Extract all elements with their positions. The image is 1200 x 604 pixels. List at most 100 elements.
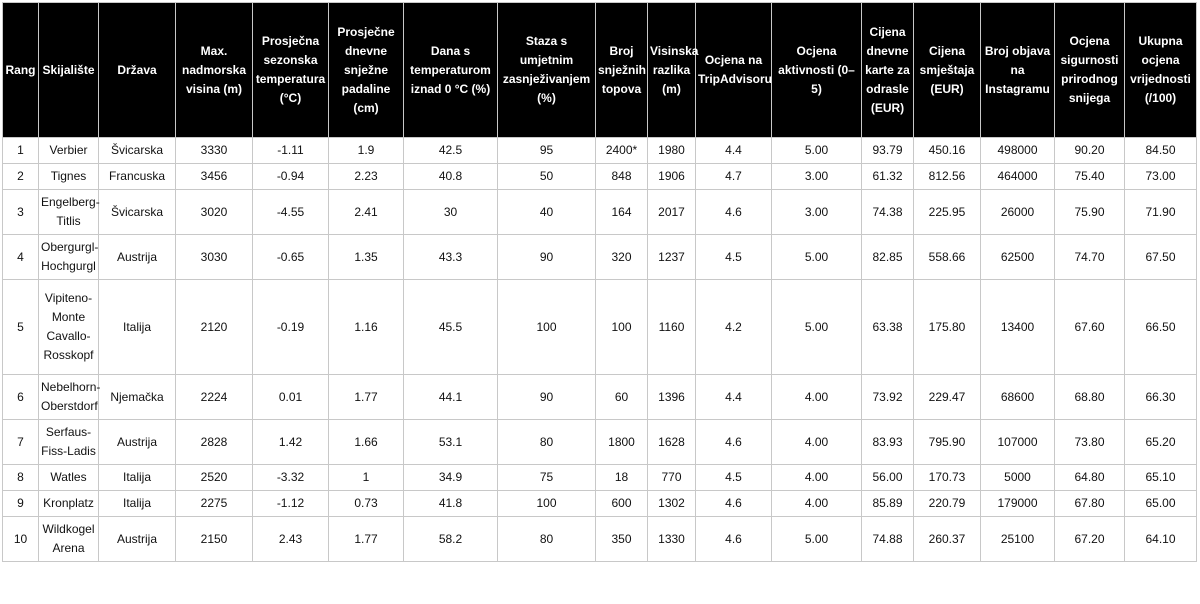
- table-cell: 260.37: [913, 516, 981, 562]
- column-header: Prosječna sezonska temperatura (°C): [252, 2, 329, 138]
- table-cell: 67.20: [1054, 516, 1125, 562]
- table-cell: 7: [2, 419, 39, 465]
- table-cell: 100: [497, 279, 596, 375]
- table-cell: 2150: [175, 516, 253, 562]
- table-cell: 350: [595, 516, 648, 562]
- table-cell: 175.80: [913, 279, 981, 375]
- table-cell: 8: [2, 464, 39, 491]
- table-cell: 2: [2, 163, 39, 190]
- table-cell: 66.30: [1124, 374, 1197, 420]
- table-cell: 225.95: [913, 189, 981, 235]
- table-cell: 2520: [175, 464, 253, 491]
- table-cell: 4.6: [695, 189, 772, 235]
- table-cell: 41.8: [403, 490, 498, 517]
- table-cell: 220.79: [913, 490, 981, 517]
- table-cell: 13400: [980, 279, 1055, 375]
- table-cell: 80: [497, 419, 596, 465]
- table-cell: 80: [497, 516, 596, 562]
- table-cell: 65.20: [1124, 419, 1197, 465]
- table-cell: 63.38: [861, 279, 914, 375]
- table-cell: 1.77: [328, 374, 404, 420]
- table-cell: 64.80: [1054, 464, 1125, 491]
- table-cell: 170.73: [913, 464, 981, 491]
- table-cell: 450.16: [913, 137, 981, 164]
- table-cell: 65.10: [1124, 464, 1197, 491]
- table-cell: 40.8: [403, 163, 498, 190]
- table-cell: Švicarska: [98, 189, 176, 235]
- table-cell: 5.00: [771, 137, 862, 164]
- table-cell: 2828: [175, 419, 253, 465]
- table-cell: 9: [2, 490, 39, 517]
- table-cell: 179000: [980, 490, 1055, 517]
- table-cell: 75.90: [1054, 189, 1125, 235]
- table-cell: 464000: [980, 163, 1055, 190]
- table-cell: 75: [497, 464, 596, 491]
- column-header: Ocjena sigurnosti prirodnog snijega: [1054, 2, 1125, 138]
- table-cell: 1800: [595, 419, 648, 465]
- table-cell: 3: [2, 189, 39, 235]
- table-cell: 0.73: [328, 490, 404, 517]
- table-row: 2 Tignes Francuska 3456 -0.94 2.23 40.8 50 848 19…: [2, 163, 1197, 190]
- table-cell: 64.10: [1124, 516, 1197, 562]
- column-header: Prosječne dnevne snježne padaline (cm): [328, 2, 404, 138]
- table-cell: 100: [595, 279, 648, 375]
- table-cell: 74.70: [1054, 234, 1125, 280]
- table-cell: 56.00: [861, 464, 914, 491]
- table-cell: 5: [2, 279, 39, 375]
- table-cell: 93.79: [861, 137, 914, 164]
- table-cell: Obergurgl-Hochgurgl: [38, 234, 99, 280]
- table-cell: 4.6: [695, 490, 772, 517]
- table-cell: 812.56: [913, 163, 981, 190]
- column-header: Skijalište: [38, 2, 99, 138]
- table-cell: 4.2: [695, 279, 772, 375]
- table-cell: 795.90: [913, 419, 981, 465]
- table-cell: 100: [497, 490, 596, 517]
- table-cell: 164: [595, 189, 648, 235]
- column-header: Staza s umjetnim zasnježivanjem (%): [497, 2, 596, 138]
- table-cell: Austrija: [98, 516, 176, 562]
- table-cell: Engelberg-Titlis: [38, 189, 100, 235]
- table-cell: 68.80: [1054, 374, 1125, 420]
- table-cell: 1.77: [328, 516, 404, 562]
- table-cell: -3.32: [252, 464, 329, 491]
- column-header: Broj objava na Instagramu: [980, 2, 1055, 138]
- table-cell: Tignes: [38, 163, 99, 190]
- table-cell: -4.55: [252, 189, 329, 235]
- table-cell: 498000: [980, 137, 1055, 164]
- table-cell: 84.50: [1124, 137, 1197, 164]
- table-cell: 4.6: [695, 419, 772, 465]
- table-cell: 2400*: [595, 137, 648, 164]
- table-cell: Serfaus-Fiss-Ladis: [38, 419, 99, 465]
- table-cell: 4.5: [695, 234, 772, 280]
- table-cell: 4.6: [695, 516, 772, 562]
- table-cell: 1.35: [328, 234, 404, 280]
- table-cell: 73.00: [1124, 163, 1197, 190]
- column-header: Cijena dnevne karte za odrasle (EUR): [861, 2, 914, 138]
- table-cell: 5000: [980, 464, 1055, 491]
- table-cell: 1396: [647, 374, 696, 420]
- table-cell: 61.32: [861, 163, 914, 190]
- table-cell: Vipiteno-Monte Cavallo-Rosskopf: [38, 279, 99, 375]
- table-cell: 34.9: [403, 464, 498, 491]
- table-cell: 90: [497, 234, 596, 280]
- ski-resort-table: Rang Skijalište Država Max. nadmorska visin…: [2, 2, 1197, 562]
- table-cell: Wildkogel Arena: [38, 516, 99, 562]
- table-cell: 0.01: [252, 374, 329, 420]
- table-cell: 2120: [175, 279, 253, 375]
- table-cell: 5.00: [771, 516, 862, 562]
- table-cell: 62500: [980, 234, 1055, 280]
- table-row: 10 Wildkogel Arena Austrija 2150 2.43 1.77 58.…: [2, 516, 1197, 562]
- table-cell: Austrija: [98, 419, 176, 465]
- table-cell: 50: [497, 163, 596, 190]
- table-cell: 73.92: [861, 374, 914, 420]
- column-header: Dana s temperaturom iznad 0 °C (%): [403, 2, 498, 138]
- table-cell: 18: [595, 464, 648, 491]
- table-cell: 82.85: [861, 234, 914, 280]
- table-cell: Austrija: [98, 234, 176, 280]
- table-cell: 1: [328, 464, 404, 491]
- column-header: Cijena smještaja (EUR): [913, 2, 981, 138]
- table-cell: 58.2: [403, 516, 498, 562]
- table-cell: 1980: [647, 137, 696, 164]
- table-cell: 5.00: [771, 279, 862, 375]
- table-cell: 74.38: [861, 189, 914, 235]
